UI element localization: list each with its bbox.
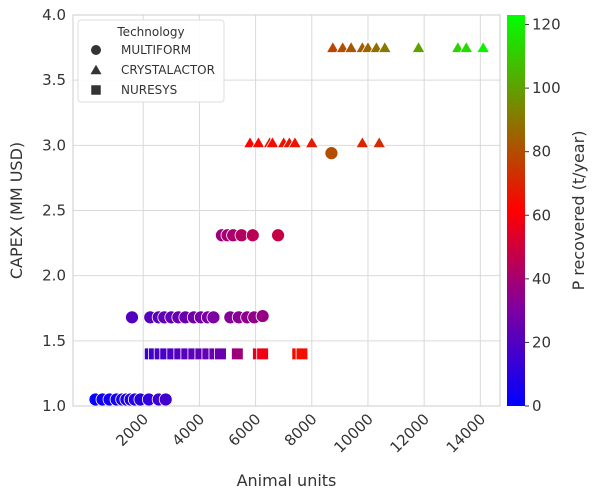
triangle-data-point — [372, 135, 387, 149]
square-data-point — [231, 347, 244, 361]
legend-marker-square — [91, 85, 101, 95]
y-tick-label: 1.0 — [42, 397, 66, 415]
colorbar-tick-label: 120 — [532, 16, 561, 34]
legend-label: NURESYS — [121, 83, 177, 97]
triangle-data-point — [411, 40, 426, 53]
colorbar-tick-label: 40 — [532, 270, 551, 288]
y-tick-label: 3.0 — [42, 136, 66, 154]
legend-marker-circle — [91, 45, 101, 55]
y-tick-labels: 1.0 1.5 2.0 2.5 3.0 3.5 4.0 — [42, 6, 66, 415]
triangle-data-point — [355, 135, 370, 149]
x-tick-label: 14000 — [443, 410, 489, 456]
legend-marker-triangle — [90, 64, 102, 75]
colorbar-tick-label: 80 — [532, 143, 551, 161]
y-tick-label: 1.5 — [42, 332, 66, 350]
triangle-data-point — [287, 135, 303, 149]
circle-data-point — [271, 228, 285, 243]
legend-label: CRYSTALACTOR — [121, 63, 215, 77]
colorbar-tick-label: 60 — [532, 206, 551, 224]
y-tick-label: 4.0 — [42, 6, 66, 24]
legend: Technology MULTIFORM CRYSTALACTOR NURESYS — [77, 19, 225, 103]
triangle-data-point — [459, 40, 474, 53]
circle-data-point — [245, 228, 260, 243]
x-tick-label: 6000 — [225, 410, 265, 450]
circle-data-point — [324, 146, 339, 161]
triangle-data-point — [344, 40, 359, 53]
circle-data-point — [206, 310, 221, 325]
legend-box — [77, 19, 225, 103]
x-tick-label: 4000 — [169, 410, 209, 450]
x-tick-label: 10000 — [330, 410, 376, 456]
x-tick-labels: 2000 4000 6000 8000 10000 12000 14000 — [112, 410, 489, 456]
triangle-data-point — [265, 135, 280, 149]
colorbar-gradient — [507, 15, 525, 406]
colorbar-tick-label: 100 — [532, 79, 561, 97]
triangle-data-point — [251, 135, 266, 149]
y-tick-label: 2.0 — [42, 267, 66, 285]
colorbar-title: P recovered (t/year) — [569, 131, 588, 291]
square-data-point — [214, 347, 227, 361]
legend-label: MULTIFORM — [121, 43, 191, 57]
y-tick-label: 2.5 — [42, 202, 66, 220]
x-axis-title: Animal units — [237, 471, 337, 490]
square-data-point — [256, 347, 269, 361]
triangle-data-point — [377, 40, 392, 53]
triangle-data-point — [304, 135, 319, 149]
colorbar: 0 20 40 60 80 100 120 P recovered (t/year) — [507, 15, 588, 415]
plot-frame — [72, 14, 501, 407]
data-points — [88, 40, 491, 406]
circle-data-point — [125, 310, 139, 325]
legend-title: Technology — [116, 25, 184, 39]
circle-data-point — [158, 392, 173, 406]
square-data-point — [295, 347, 309, 361]
triangle-data-point — [476, 40, 491, 53]
y-axis-title: CAPEX (MM USD) — [7, 142, 26, 279]
triangle-data-point — [325, 40, 340, 53]
circle-data-point — [255, 309, 270, 323]
x-tick-label: 12000 — [387, 410, 433, 456]
colorbar-tick-label: 0 — [532, 397, 542, 415]
x-tick-label: 8000 — [281, 410, 321, 450]
x-tick-label: 2000 — [112, 410, 152, 450]
colorbar-tick-label: 20 — [532, 333, 551, 351]
y-tick-label: 3.5 — [42, 71, 66, 89]
